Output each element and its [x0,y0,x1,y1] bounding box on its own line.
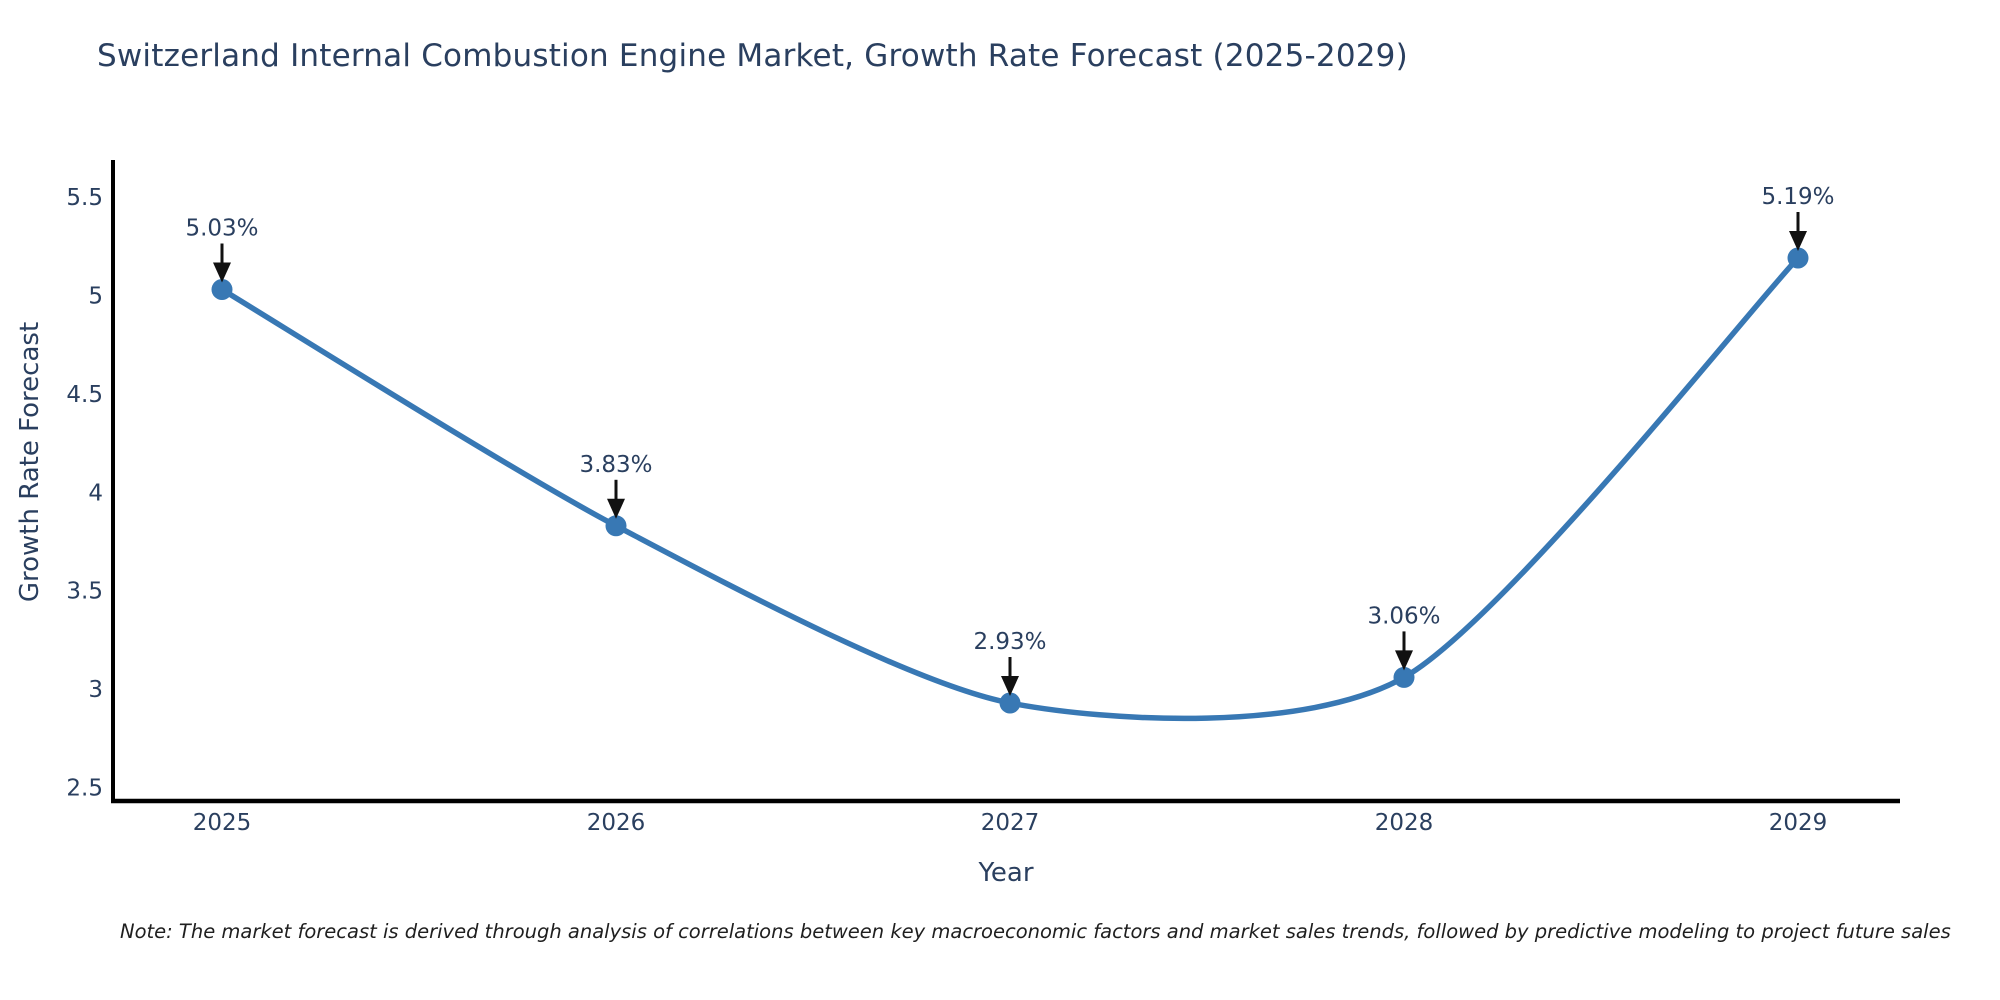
annotation-arrowhead-icon [607,498,625,519]
data-point-label: 3.83% [579,452,652,478]
data-point-label: 5.03% [185,216,258,242]
chart-title: Switzerland Internal Combustion Engine M… [97,38,1408,74]
growth-rate-line-chart: 5.5 5 4.5 4 3.5 3 2.5 2025 2026 2027 2028 2029 5.03%… [66,160,1900,836]
data-point-marker[interactable] [605,515,627,537]
annotation-arrowhead-icon [213,262,231,283]
y-tick-label: 3.5 [66,579,103,605]
x-tick-label: 2029 [1769,810,1828,836]
data-point-marker[interactable] [999,692,1021,714]
y-tick-label: 4.5 [66,382,103,408]
y-tick-label: 3 [88,677,103,703]
data-point-label: 2.93% [973,629,1046,655]
x-tick-label: 2027 [981,810,1040,836]
data-point-marker[interactable] [211,279,233,300]
data-point-label: 3.06% [1367,603,1440,629]
annotation-arrowhead-icon [1395,650,1413,671]
annotation-arrowhead-icon [1001,676,1019,696]
y-tick-label: 2.5 [66,776,103,802]
y-tick-label: 4 [88,480,103,506]
x-tick-label: 2028 [1375,810,1434,836]
x-axis-title: Year [978,858,1034,888]
y-axis-title: Growth Rate Forecast [15,321,45,603]
data-point-marker[interactable] [1787,247,1809,269]
annotation-arrowhead-icon [1789,231,1807,251]
data-point-label: 5.19% [1761,184,1834,210]
y-tick-label: 5 [88,283,103,309]
x-tick-label: 2026 [587,810,646,836]
x-tick-label: 2025 [193,810,252,836]
data-point-marker[interactable] [1393,666,1415,688]
chart-footnote: Note: The market forecast is derived thr… [120,920,1951,943]
y-tick-label: 5.5 [66,185,103,211]
